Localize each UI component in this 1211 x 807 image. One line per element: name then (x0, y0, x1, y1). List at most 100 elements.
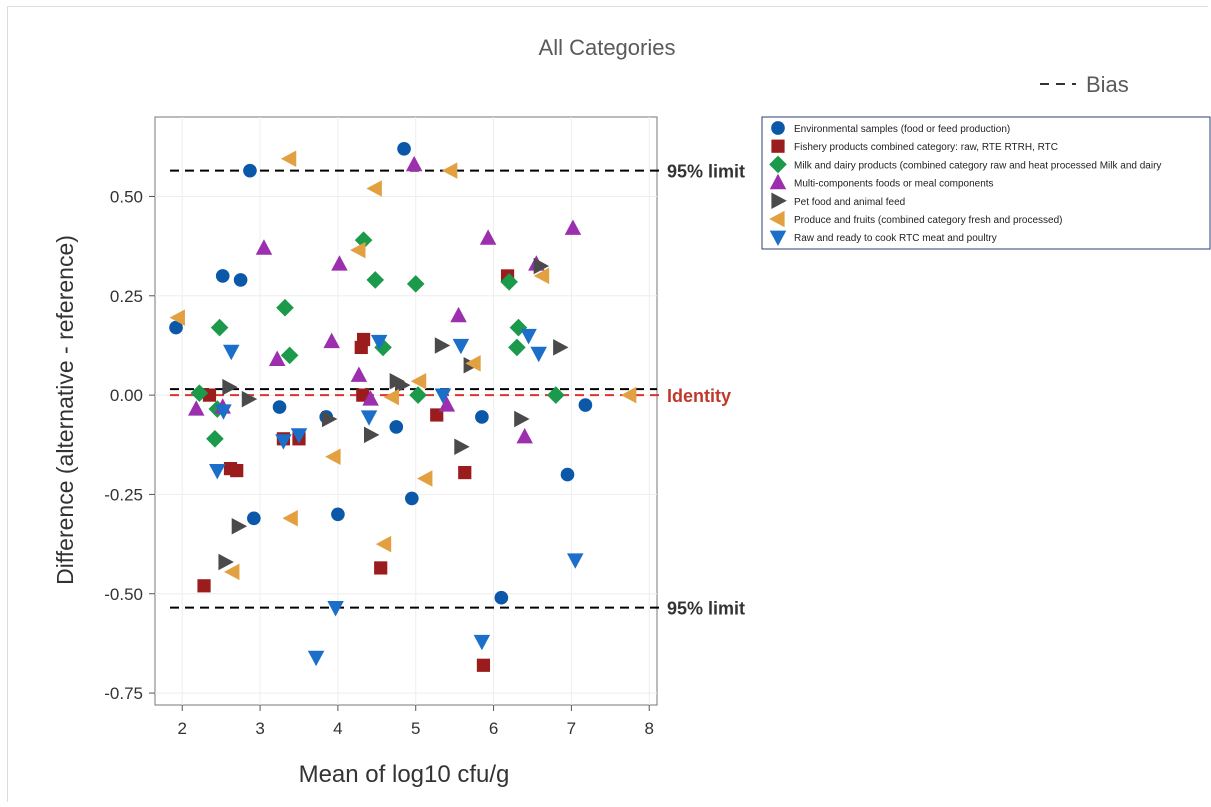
data-point (434, 388, 452, 404)
data-point (323, 332, 340, 349)
data-point (475, 410, 489, 424)
data-point (567, 553, 584, 569)
x-tick-label: 4 (333, 719, 342, 738)
y-tick-label: -0.75 (104, 684, 143, 703)
data-point (374, 561, 388, 575)
data-point (533, 267, 550, 285)
data-point (209, 463, 226, 480)
legend-items: Environmental samples (food or feed prod… (769, 121, 1161, 246)
legend-marker (769, 230, 787, 246)
data-point (410, 372, 427, 390)
data-point (454, 438, 470, 456)
data-point (354, 231, 373, 249)
data-point (321, 410, 338, 428)
data-point (272, 400, 287, 414)
data-point (218, 553, 234, 571)
data-point (215, 404, 232, 420)
legend-label: Produce and fruits (combined category fr… (794, 215, 1062, 226)
data-point (441, 162, 458, 179)
data-point (290, 428, 308, 444)
data-point (231, 517, 248, 535)
legend-marker (771, 121, 785, 135)
data-point (327, 601, 344, 617)
legend-label: Environmental samples (food or feed prod… (794, 124, 1010, 135)
y-tick-label: 0.00 (110, 386, 143, 405)
data-point (547, 386, 565, 404)
refline-label-upper: 95% limit (667, 162, 745, 182)
y-tick-label: 0.50 (110, 187, 143, 206)
data-point (530, 346, 547, 363)
legend: Environmental samples (food or feed prod… (761, 116, 1211, 250)
data-point (417, 470, 433, 487)
data-point (360, 410, 378, 426)
x-tick-label: 2 (178, 719, 187, 738)
data-point (366, 180, 382, 197)
data-point (409, 386, 427, 404)
data-point (276, 298, 294, 317)
data-point (362, 390, 379, 406)
data-point (363, 426, 380, 444)
data-point (514, 410, 530, 428)
data-point (275, 434, 292, 450)
reference-lines: 95% limit Identity 95% limit (170, 162, 745, 619)
data-point (397, 141, 411, 156)
bias-legend: Bias (1040, 72, 1129, 97)
data-point (247, 511, 261, 526)
data-point (389, 420, 404, 434)
plot-area (154, 116, 658, 706)
data-point (268, 350, 286, 366)
data-point (331, 255, 348, 271)
legend-marker (771, 192, 787, 210)
bias-legend-label: Bias (1086, 72, 1129, 97)
data-point (578, 398, 593, 412)
data-point (282, 510, 298, 527)
data-point (383, 388, 399, 406)
data-point (516, 428, 533, 444)
data-point (438, 396, 456, 412)
data-point (458, 465, 472, 480)
data-point (508, 338, 526, 357)
data-point (500, 273, 518, 291)
data-point (325, 448, 341, 465)
x-tick-label: 3 (255, 719, 264, 738)
data-point (243, 163, 257, 178)
legend-label: Raw and ready to cook RTC meat and poult… (794, 233, 997, 244)
data-point (215, 269, 230, 283)
data-point (197, 579, 211, 593)
data-point (370, 334, 388, 351)
data-point (473, 634, 491, 651)
data-point (241, 390, 258, 408)
x-tick-label: 6 (489, 719, 498, 738)
data-point (169, 309, 185, 326)
data-point (405, 155, 423, 172)
data-points (169, 141, 637, 672)
legend-marker (769, 210, 785, 228)
data-point (280, 150, 297, 167)
data-point (280, 346, 299, 365)
data-point (350, 241, 366, 259)
refline-label-lower: 95% limit (667, 599, 745, 619)
data-point (224, 563, 240, 581)
legend-marker (771, 139, 785, 153)
data-point (206, 430, 224, 448)
legend-label: Milk and dairy products (combined catego… (794, 160, 1161, 171)
data-point (356, 388, 370, 402)
legend-marker (769, 155, 787, 174)
data-point (350, 366, 368, 382)
data-point (494, 590, 509, 605)
x-tick-label: 8 (644, 719, 653, 738)
data-point (430, 408, 444, 422)
data-point (366, 271, 385, 289)
data-point (406, 275, 425, 293)
data-point (187, 400, 205, 416)
data-point (356, 332, 371, 347)
data-point (255, 239, 273, 255)
axes: 2 3 4 5 6 7 8 0.50 0.25 0.00 -0.25 -0.50 -0.75 (104, 187, 654, 738)
data-point (465, 355, 481, 372)
y-tick-label: -0.25 (104, 485, 143, 504)
data-point (533, 257, 550, 275)
data-point (375, 535, 392, 553)
data-point (331, 507, 345, 522)
data-point (564, 219, 582, 235)
